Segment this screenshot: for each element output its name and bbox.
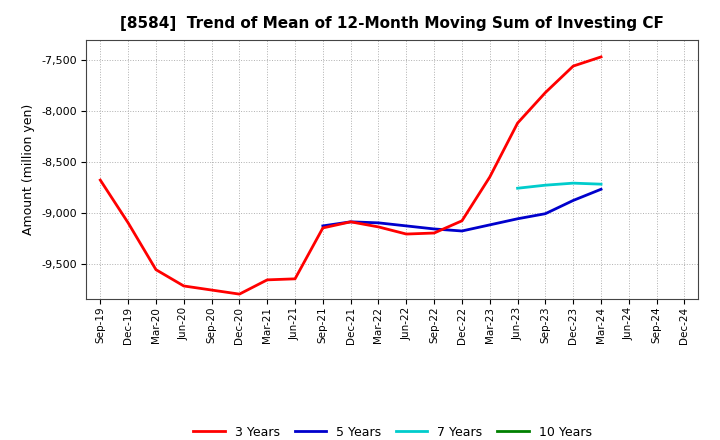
Title: [8584]  Trend of Mean of 12-Month Moving Sum of Investing CF: [8584] Trend of Mean of 12-Month Moving … — [120, 16, 665, 32]
Legend: 3 Years, 5 Years, 7 Years, 10 Years: 3 Years, 5 Years, 7 Years, 10 Years — [188, 421, 597, 440]
Y-axis label: Amount (million yen): Amount (million yen) — [22, 104, 35, 235]
